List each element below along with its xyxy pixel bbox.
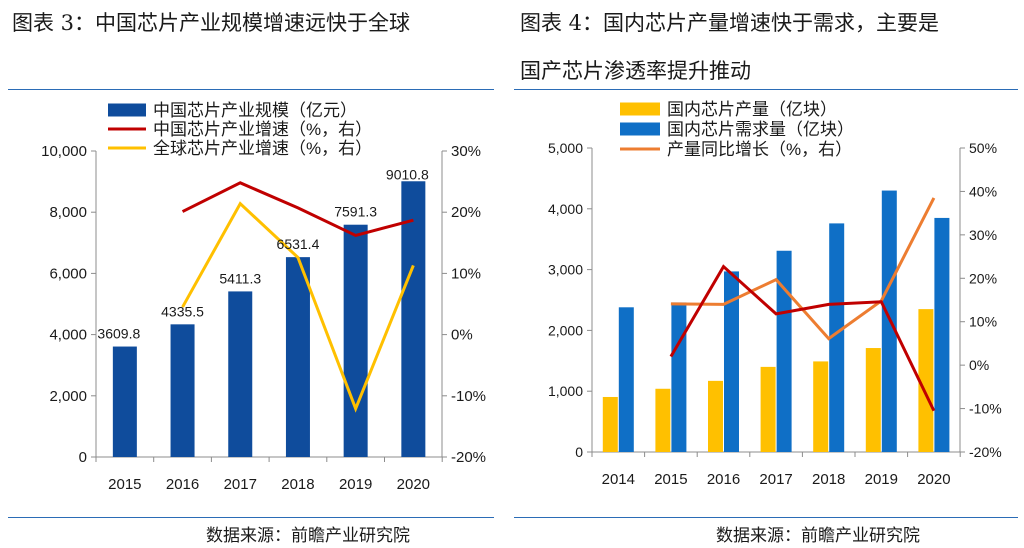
right-chart-title-line-2: 国产芯片渗透率提升推动 <box>520 59 751 83</box>
left-line-series-1 <box>181 201 415 413</box>
left-right-tick-label: -20% <box>451 449 486 466</box>
right-left-tick-label: 2,000 <box>548 322 583 338</box>
left-left-tick-label: 6,000 <box>49 265 87 282</box>
left-left-tick-label: 4,000 <box>49 327 87 344</box>
right-bar-2015-s0 <box>655 388 671 452</box>
right-right-tick-label: 0% <box>969 357 989 373</box>
left-line-series-0 <box>181 181 414 238</box>
right-category-label: 2014 <box>602 471 635 488</box>
right-bar-2018-s1 <box>829 223 845 452</box>
left-bar-2015-s0 <box>112 346 137 457</box>
left-bar-value-label: 9010.8 <box>386 166 429 182</box>
right-legend-swatch <box>620 102 660 116</box>
right-category-label: 2015 <box>654 471 687 488</box>
left-right-tick-label: 0% <box>451 327 473 344</box>
left-bar-2016-s0 <box>170 324 195 457</box>
left-left-tick-label: 10,000 <box>41 143 87 160</box>
right-right-tick-label: 20% <box>969 270 997 286</box>
left-right-tick-label: -10% <box>451 388 486 405</box>
right-bar-2016-s1 <box>724 271 739 452</box>
right-right-tick-label: -20% <box>969 444 1002 460</box>
right-bar-2019-s0 <box>865 348 881 452</box>
left-legend-swatch <box>108 103 146 117</box>
left-source-note: 数据来源：前瞻产业研究院 <box>206 526 410 546</box>
left-bar-2018-s0 <box>285 257 310 457</box>
right-bar-2017-s0 <box>760 366 776 452</box>
right-category-label: 2020 <box>917 471 950 488</box>
left-category-label: 2020 <box>397 476 430 493</box>
right-legend-label: 国内芯片需求量（亿块） <box>667 120 854 139</box>
right-bar-2017-s1 <box>776 250 792 452</box>
right-legend-label: 产量同比增长（%，右） <box>667 140 852 159</box>
left-bar-value-label: 3609.8 <box>97 326 140 342</box>
left-category-label: 2015 <box>108 476 141 493</box>
left-bar-2017-s0 <box>228 291 253 457</box>
right-bar-2016-s0 <box>708 380 723 452</box>
right-source-note: 数据来源：前瞻产业研究院 <box>716 526 920 546</box>
left-footer-divider <box>8 517 494 518</box>
right-category-label: 2018 <box>812 471 845 488</box>
right-left-tick-label: 5,000 <box>548 140 583 156</box>
left-category-label: 2018 <box>281 476 314 493</box>
right-line-series-1 <box>669 264 936 412</box>
right-left-tick-label: 0 <box>575 444 583 460</box>
left-legend-label: 中国芯片产业规模（亿元） <box>153 101 357 120</box>
right-right-tick-label: 30% <box>969 227 997 243</box>
left-left-tick-label: 2,000 <box>49 388 87 405</box>
left-left-tick-label: 8,000 <box>49 204 87 221</box>
right-bar-2020-s0 <box>918 309 934 452</box>
left-chart-title: 图表 3：中国芯片产业规模增速远快于全球 <box>12 11 411 35</box>
left-bar-2020-s0 <box>401 181 426 457</box>
left-right-tick-label: 30% <box>451 143 481 160</box>
right-bar-2014-s1 <box>618 307 634 452</box>
right-left-tick-label: 1,000 <box>548 383 583 399</box>
right-right-tick-label: 40% <box>969 183 997 199</box>
left-right-tick-label: 10% <box>451 265 481 282</box>
left-title-divider <box>8 89 494 90</box>
right-right-tick-label: -10% <box>969 401 1002 417</box>
left-legend-label: 全球芯片产业增速（%，右） <box>153 139 372 158</box>
left-bar-value-label: 5411.3 <box>219 270 261 286</box>
right-chart-title-line-1: 图表 4：国内芯片产量增速快于需求，主要是 <box>520 11 940 35</box>
right-legend-swatch <box>620 122 660 136</box>
left-bar-value-label: 6531.4 <box>277 236 320 252</box>
right-bar-2018-s0 <box>813 361 829 452</box>
left-category-label: 2017 <box>224 476 257 493</box>
left-legend-label: 中国芯片产业增速（%，右） <box>153 120 372 139</box>
left-right-tick-label: 20% <box>451 204 481 221</box>
right-category-label: 2019 <box>865 471 898 488</box>
left-category-label: 2016 <box>166 476 199 493</box>
left-bar-value-label: 4335.5 <box>161 303 204 319</box>
right-chart: 0 1,000 2,000 3,000 4,000 5,000 -20% -10% 0% 10% 2… <box>548 100 1002 488</box>
left-bar-2019-s0 <box>343 224 368 457</box>
right-footer-divider <box>514 517 1018 518</box>
left-left-tick-label: 0 <box>79 449 87 466</box>
right-left-tick-label: 4,000 <box>548 201 583 217</box>
right-right-tick-label: 10% <box>969 314 997 330</box>
right-category-label: 2016 <box>707 471 740 488</box>
right-right-tick-label: 50% <box>969 140 997 156</box>
right-legend-label: 国内芯片产量（亿块） <box>667 100 837 119</box>
right-category-label: 2017 <box>759 471 792 488</box>
right-bar-2015-s1 <box>671 302 687 452</box>
left-bar-value-label: 7591.3 <box>334 204 377 220</box>
right-bar-2020-s1 <box>934 217 950 452</box>
left-category-label: 2019 <box>339 476 372 493</box>
right-left-tick-label: 3,000 <box>548 262 583 278</box>
right-title-divider <box>514 89 1018 90</box>
left-chart: 0 2,000 4,000 6,000 8,000 10,000 -20% -10% 0% 10%… <box>41 101 486 493</box>
right-bar-2014-s0 <box>602 396 618 452</box>
